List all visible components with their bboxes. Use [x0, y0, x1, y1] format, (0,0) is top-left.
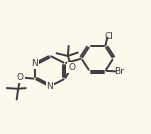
Text: Br: Br: [114, 67, 124, 76]
Text: N: N: [47, 82, 53, 91]
Text: O: O: [68, 63, 75, 72]
Text: Cl: Cl: [105, 32, 114, 41]
Text: N: N: [31, 59, 38, 68]
Text: O: O: [17, 73, 24, 82]
